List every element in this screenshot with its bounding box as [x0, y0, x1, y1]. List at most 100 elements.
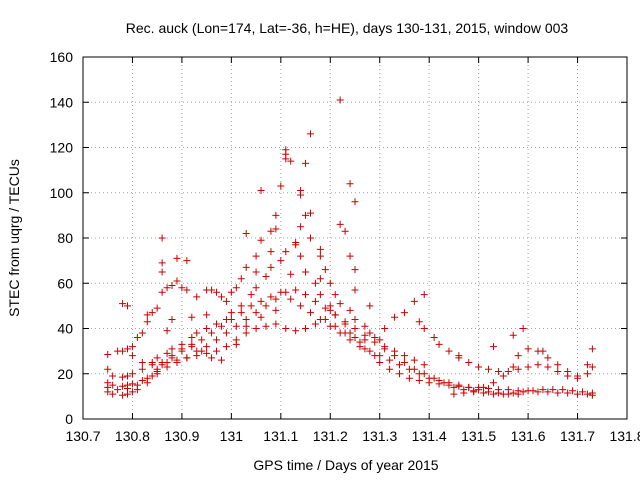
data-point — [272, 306, 280, 314]
data-point — [183, 286, 191, 294]
data-point — [168, 354, 176, 362]
data-point — [133, 381, 141, 389]
data-point — [252, 268, 260, 276]
data-point — [574, 372, 582, 380]
data-point — [163, 349, 171, 357]
x-tick-label: 130.8 — [115, 428, 150, 444]
data-point — [119, 373, 127, 381]
data-point — [445, 347, 453, 355]
data-point — [287, 295, 295, 303]
data-point — [302, 211, 310, 219]
data-point — [450, 390, 458, 398]
data-point — [316, 245, 324, 253]
data-point — [311, 320, 319, 328]
data-point — [514, 352, 522, 360]
data-point — [217, 293, 225, 301]
data-point — [554, 389, 562, 397]
data-point — [257, 236, 265, 244]
data-point — [148, 361, 156, 369]
data-point — [247, 302, 255, 310]
data-point — [331, 322, 339, 330]
data-point — [158, 234, 166, 242]
data-point — [193, 352, 201, 360]
data-point — [544, 363, 552, 371]
data-point — [252, 252, 260, 260]
data-point — [489, 390, 497, 398]
data-point — [430, 334, 438, 342]
data-point — [198, 336, 206, 344]
data-point — [361, 322, 369, 330]
data-point — [257, 297, 265, 305]
data-point — [267, 227, 275, 235]
x-axis-label: GPS time / Days of year 2015 — [253, 457, 438, 473]
data-point — [415, 377, 423, 385]
data-point — [351, 266, 359, 274]
data-point — [242, 322, 250, 330]
data-point — [183, 354, 191, 362]
scatter-series-1 — [104, 150, 428, 369]
data-point — [173, 254, 181, 262]
data-point — [153, 354, 161, 362]
data-point — [302, 325, 310, 332]
data-point — [321, 315, 329, 323]
data-point — [168, 345, 176, 353]
data-point — [321, 304, 329, 312]
data-point — [104, 365, 112, 373]
data-point — [405, 374, 413, 382]
data-point — [124, 345, 132, 353]
data-point — [341, 329, 349, 337]
data-point — [376, 352, 384, 360]
data-point — [588, 389, 596, 397]
data-point — [222, 297, 230, 305]
data-point — [227, 309, 235, 317]
scatter-series-7 — [450, 345, 596, 398]
data-point — [138, 358, 146, 366]
data-point — [351, 198, 359, 206]
data-point — [104, 351, 112, 359]
data-point — [232, 284, 240, 292]
data-point — [311, 279, 319, 287]
data-point — [208, 354, 216, 362]
data-point — [252, 284, 260, 292]
data-point — [119, 391, 127, 399]
data-point — [257, 313, 265, 321]
data-point — [504, 390, 512, 398]
data-point — [420, 361, 428, 369]
y-tick-label: 160 — [50, 49, 74, 65]
y-tick-label: 40 — [57, 321, 73, 337]
data-point — [148, 372, 156, 380]
data-point — [272, 320, 280, 328]
data-point — [415, 318, 423, 326]
y-tick-label: 80 — [57, 230, 73, 246]
data-point — [128, 370, 136, 378]
data-point — [188, 313, 196, 321]
data-point — [336, 220, 344, 228]
scatter-series-6 — [119, 318, 596, 382]
data-point — [193, 293, 201, 301]
data-point — [336, 300, 344, 308]
data-point — [574, 390, 582, 398]
x-axis-tick-labels: 130.7 130.8 130.9 131 131.1 131.2 131.3 131.4 13… — [65, 428, 640, 444]
data-point — [237, 302, 245, 310]
data-point — [583, 370, 591, 378]
data-point — [242, 315, 250, 323]
data-point — [297, 223, 305, 231]
data-point — [524, 345, 532, 353]
data-point — [386, 356, 394, 364]
data-point — [346, 306, 354, 314]
data-point — [425, 374, 433, 382]
data-point — [410, 356, 418, 364]
data-point — [588, 345, 596, 353]
data-point — [420, 291, 428, 299]
data-point — [282, 146, 290, 154]
data-point — [489, 379, 497, 387]
data-point — [306, 209, 314, 217]
data-point — [396, 370, 404, 378]
data-point — [297, 252, 305, 260]
data-point — [494, 389, 502, 397]
data-point — [133, 334, 141, 342]
data-point — [267, 248, 275, 256]
data-point — [420, 325, 428, 332]
data-point — [257, 186, 265, 194]
data-point — [124, 372, 132, 380]
